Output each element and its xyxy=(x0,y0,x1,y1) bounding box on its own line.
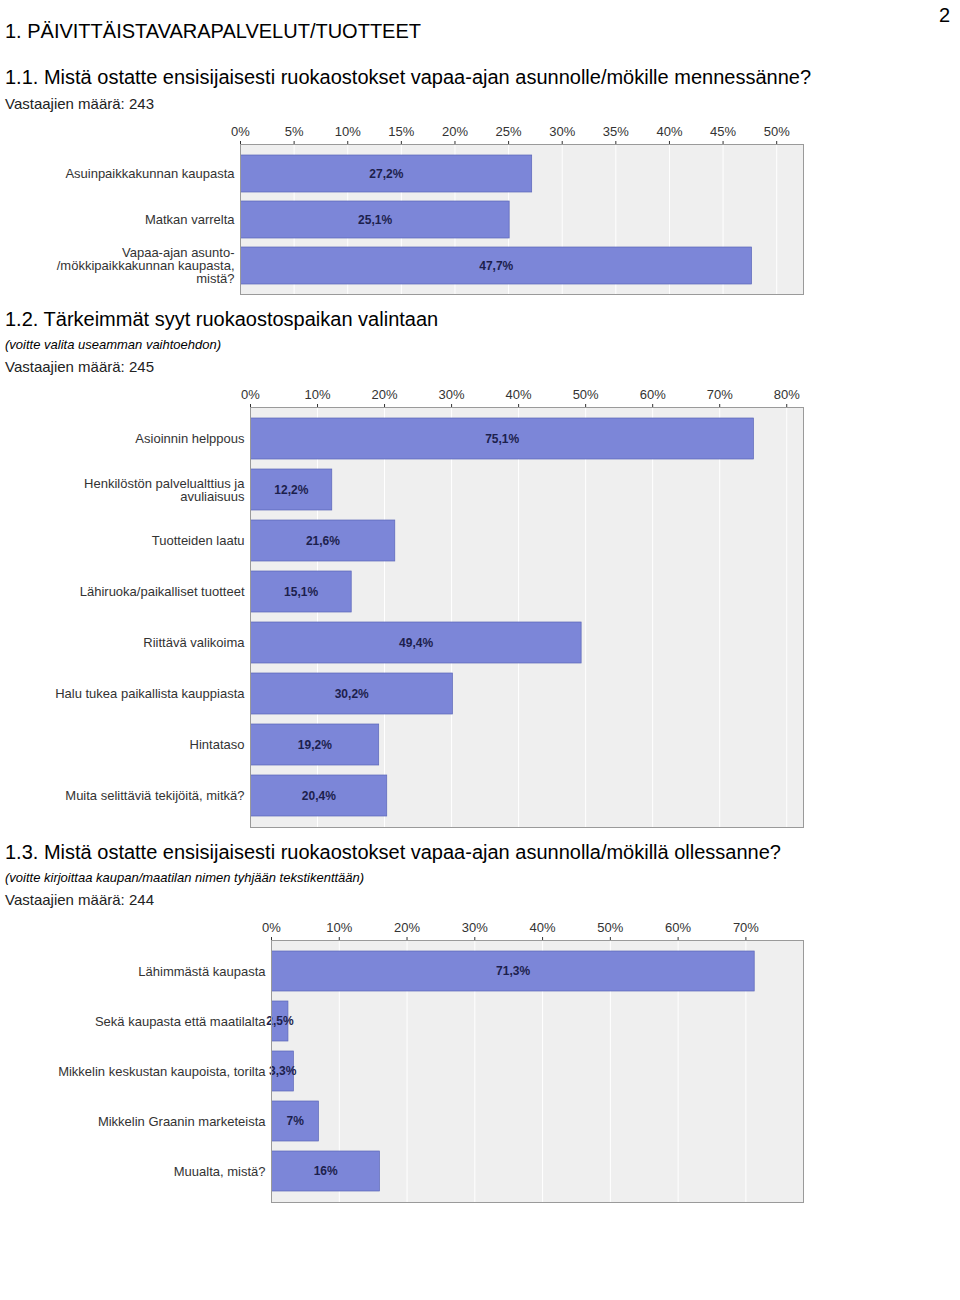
html-text:(voitte kirjoittaa kaupan/maat: (voitte kirjoittaa kaupan/maatilan nimen… xyxy=(5,870,365,885)
svg-text:Vapaa-ajan asunto-/mökkipaikka: Vapaa-ajan asunto-/mökkipaikkakunnan kau… xyxy=(57,245,235,286)
svg-text:7%: 7% xyxy=(287,1114,305,1128)
svg-text:71,3%: 71,3% xyxy=(496,964,530,978)
svg-text:15,1%: 15,1% xyxy=(284,585,318,599)
svg-text:30,2%: 30,2% xyxy=(335,687,369,701)
html-text:Vastaajien määrä: 243: Vastaajien määrä: 243 xyxy=(5,95,154,112)
svg-text:Halu tukea paikallista kauppia: Halu tukea paikallista kauppiasta xyxy=(55,686,245,701)
html-text:1.3. Mistä ostatte ensisijaise: 1.3. Mistä ostatte ensisijaisesti ruokao… xyxy=(5,841,781,863)
svg-text:27,2%: 27,2% xyxy=(369,167,403,181)
svg-text:20%: 20% xyxy=(394,920,420,935)
svg-text:21,6%: 21,6% xyxy=(306,534,340,548)
svg-text:47,7%: 47,7% xyxy=(479,259,513,273)
svg-text:Muita selittäviä tekijöitä, mi: Muita selittäviä tekijöitä, mitkä? xyxy=(65,788,244,803)
svg-text:20%: 20% xyxy=(442,124,468,139)
svg-text:49,4%: 49,4% xyxy=(399,636,433,650)
svg-text:30%: 30% xyxy=(439,387,465,402)
html-text:(voitte valita useamman vaihto: (voitte valita useamman vaihtoehdon) xyxy=(5,337,222,352)
svg-text:50%: 50% xyxy=(597,920,623,935)
svg-text:70%: 70% xyxy=(733,920,759,935)
svg-text:15%: 15% xyxy=(388,124,414,139)
svg-text:2,5%: 2,5% xyxy=(266,1014,294,1028)
svg-text:5%: 5% xyxy=(285,124,304,139)
svg-text:40%: 40% xyxy=(530,920,556,935)
svg-text:30%: 30% xyxy=(549,124,575,139)
svg-text:25,1%: 25,1% xyxy=(358,213,392,227)
svg-text:Mikkelin Graanin marketeista: Mikkelin Graanin marketeista xyxy=(98,1114,266,1129)
svg-text:Asioinnin helppous: Asioinnin helppous xyxy=(135,431,245,446)
svg-text:Mikkelin keskustan kaupoista,: Mikkelin keskustan kaupoista, torilta xyxy=(58,1064,266,1079)
html-text:Vastaajien määrä: 245: Vastaajien määrä: 245 xyxy=(5,358,154,375)
svg-text:10%: 10% xyxy=(326,920,352,935)
html-text:1.2. Tärkeimmät syyt ruokaosto: 1.2. Tärkeimmät syyt ruokaostospaikan va… xyxy=(5,308,439,330)
svg-text:0%: 0% xyxy=(262,920,281,935)
svg-text:16%: 16% xyxy=(314,1164,338,1178)
svg-text:Asuinpaikkakunnan kaupasta: Asuinpaikkakunnan kaupasta xyxy=(65,166,235,181)
svg-text:Lähiruoka/paikalliset tuotteet: Lähiruoka/paikalliset tuotteet xyxy=(80,584,245,599)
svg-text:40%: 40% xyxy=(656,124,682,139)
svg-text:0%: 0% xyxy=(241,387,260,402)
svg-text:Henkilöstön palvelualttius jaa: Henkilöstön palvelualttius jaavuliaisuus xyxy=(84,476,245,504)
svg-text:25%: 25% xyxy=(496,124,522,139)
svg-text:60%: 60% xyxy=(665,920,691,935)
svg-text:Sekä kaupasta että maatilalta: Sekä kaupasta että maatilalta xyxy=(95,1014,266,1029)
svg-text:Muualta, mistä?: Muualta, mistä? xyxy=(174,1164,266,1179)
svg-text:45%: 45% xyxy=(710,124,736,139)
svg-text:Riittävä valikoima: Riittävä valikoima xyxy=(143,635,245,650)
svg-text:3,3%: 3,3% xyxy=(269,1064,297,1078)
html-text:1.1. Mistä ostatte ensisijaise: 1.1. Mistä ostatte ensisijaisesti ruokao… xyxy=(5,66,811,88)
html-text:2: 2 xyxy=(938,4,950,26)
svg-text:50%: 50% xyxy=(764,124,790,139)
svg-text:60%: 60% xyxy=(640,387,666,402)
svg-text:Lähimmästä kaupasta: Lähimmästä kaupasta xyxy=(138,964,266,979)
svg-text:10%: 10% xyxy=(335,124,361,139)
html-text:1. PÄIVITTÄISTAVARAPALVELUT/TU: 1. PÄIVITTÄISTAVARAPALVELUT/TUOTTEET xyxy=(5,20,421,42)
svg-text:20%: 20% xyxy=(372,387,398,402)
svg-text:Tuotteiden laatu: Tuotteiden laatu xyxy=(152,533,245,548)
svg-text:40%: 40% xyxy=(506,387,532,402)
svg-text:0%: 0% xyxy=(231,124,250,139)
svg-text:35%: 35% xyxy=(603,124,629,139)
svg-text:Hintataso: Hintataso xyxy=(190,737,245,752)
svg-text:80%: 80% xyxy=(774,387,800,402)
html-text:Vastaajien määrä: 244: Vastaajien määrä: 244 xyxy=(5,891,154,908)
svg-text:70%: 70% xyxy=(707,387,733,402)
svg-text:19,2%: 19,2% xyxy=(298,738,332,752)
svg-text:20,4%: 20,4% xyxy=(302,789,336,803)
svg-text:50%: 50% xyxy=(573,387,599,402)
svg-text:30%: 30% xyxy=(462,920,488,935)
svg-text:12,2%: 12,2% xyxy=(274,483,308,497)
svg-text:75,1%: 75,1% xyxy=(485,432,519,446)
svg-text:10%: 10% xyxy=(305,387,331,402)
svg-text:Matkan varrelta: Matkan varrelta xyxy=(145,212,235,227)
